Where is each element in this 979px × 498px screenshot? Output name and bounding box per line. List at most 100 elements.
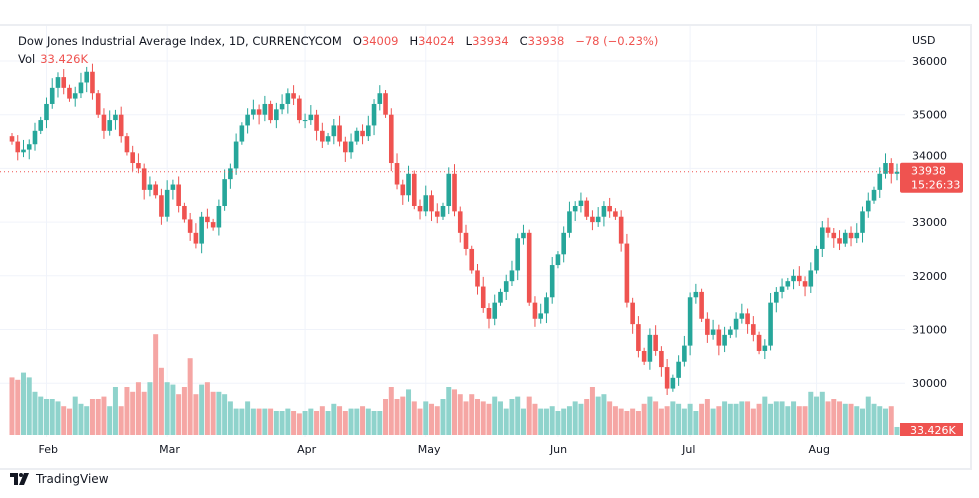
volume-bar bbox=[377, 411, 383, 435]
candle-body bbox=[607, 205, 612, 212]
candle-body bbox=[521, 232, 526, 239]
volume-bar bbox=[635, 411, 641, 435]
time-axis[interactable]: Feb Mar Apr May Jun Jul Aug bbox=[38, 443, 830, 456]
candle-body bbox=[314, 114, 319, 131]
candle-body bbox=[417, 205, 423, 212]
candle-body bbox=[756, 334, 762, 351]
volume-bar bbox=[147, 382, 153, 435]
low-value: 33934 bbox=[472, 34, 509, 48]
volume-bar bbox=[825, 401, 831, 435]
volume-bar bbox=[768, 403, 774, 435]
volume-bar bbox=[314, 411, 320, 435]
candle-body bbox=[15, 141, 21, 153]
candle-body bbox=[693, 291, 699, 298]
candle-body bbox=[636, 324, 641, 351]
candle-body bbox=[95, 93, 101, 115]
volume-bar bbox=[722, 401, 728, 435]
volume-bar bbox=[670, 401, 676, 435]
volume-bar bbox=[256, 408, 262, 435]
low-label: L bbox=[465, 34, 473, 48]
volume-bar bbox=[233, 408, 239, 435]
volume-bar bbox=[440, 399, 446, 435]
chart-frame bbox=[0, 24, 972, 470]
volume-bar bbox=[727, 403, 733, 435]
price-tick-label: 33000 bbox=[912, 216, 947, 229]
volume-bar bbox=[296, 413, 302, 435]
currency-label: USD bbox=[912, 34, 936, 47]
volume-bar bbox=[842, 403, 848, 435]
candle-body bbox=[630, 302, 635, 325]
volume-bar bbox=[773, 401, 779, 435]
volume-bar bbox=[38, 396, 44, 435]
volume-bar bbox=[837, 401, 843, 435]
candle-body bbox=[567, 211, 572, 233]
candle-body bbox=[377, 93, 383, 104]
candle-body bbox=[67, 87, 72, 99]
volume-bar bbox=[457, 394, 463, 435]
candle-body bbox=[274, 109, 279, 121]
volume-bar bbox=[400, 396, 406, 435]
candles bbox=[9, 63, 900, 396]
open-value: 34009 bbox=[361, 34, 399, 48]
volume-bar bbox=[538, 408, 544, 435]
candle-body bbox=[136, 163, 141, 169]
candle-body bbox=[532, 302, 538, 319]
volume-bar bbox=[250, 408, 256, 435]
candle-body bbox=[251, 109, 256, 115]
volume-bar bbox=[762, 396, 768, 435]
volume-bar bbox=[584, 399, 590, 435]
price-axis[interactable]: 36000 35000 34000 33000 32000 31000 30000 bbox=[912, 55, 947, 390]
tradingview-logo[interactable]: TradingView bbox=[10, 472, 109, 486]
candle-body bbox=[26, 144, 32, 150]
candle-body bbox=[751, 324, 756, 335]
candle-body bbox=[32, 130, 38, 145]
candle-body bbox=[871, 189, 877, 201]
candle-body bbox=[486, 308, 492, 319]
candle-body bbox=[411, 173, 417, 206]
grid bbox=[0, 26, 905, 437]
candle-body bbox=[429, 195, 434, 212]
volume-bars bbox=[9, 334, 900, 435]
price-tick-label: 32000 bbox=[912, 270, 947, 283]
volume-bar bbox=[20, 372, 26, 435]
candle-body bbox=[716, 329, 722, 346]
volume-bar bbox=[176, 394, 182, 435]
symbol-title[interactable]: Dow Jones Industrial Average Index, 1D, … bbox=[18, 34, 342, 48]
volume-bar bbox=[268, 408, 274, 435]
candle-body bbox=[572, 205, 578, 212]
open-label: O bbox=[352, 34, 362, 48]
volume-bar bbox=[32, 391, 38, 435]
volume-bar bbox=[526, 396, 532, 435]
volume-bar bbox=[814, 396, 820, 435]
volume-bar bbox=[532, 403, 538, 435]
candle-body bbox=[808, 270, 814, 287]
volume-bar bbox=[187, 358, 193, 435]
candle-body bbox=[475, 270, 480, 287]
volume-bar bbox=[199, 384, 205, 435]
volume-bar bbox=[394, 399, 400, 435]
candle-body bbox=[55, 77, 61, 88]
candle-body bbox=[653, 334, 658, 351]
time-tick-label: Jul bbox=[681, 443, 695, 456]
last-volume-value: 33.426K bbox=[910, 424, 956, 437]
volume-bar bbox=[497, 401, 503, 435]
candle-body bbox=[256, 109, 262, 115]
volume-bar bbox=[572, 401, 578, 435]
candle-body bbox=[147, 184, 153, 190]
volume-bar bbox=[84, 406, 90, 435]
close-value: 33938 bbox=[527, 34, 565, 48]
volume-bar bbox=[745, 401, 751, 435]
candle-body bbox=[285, 93, 291, 104]
candle-body bbox=[469, 248, 475, 271]
candle-body bbox=[601, 205, 607, 217]
volume-bar bbox=[446, 387, 452, 435]
candle-body bbox=[84, 71, 90, 83]
candle-body bbox=[768, 302, 773, 346]
volume-bar bbox=[469, 394, 475, 435]
candle-body bbox=[44, 103, 49, 121]
change-value: −78 (−0.23%) bbox=[575, 34, 659, 48]
candle-body bbox=[659, 350, 664, 368]
volume-bar bbox=[549, 406, 555, 435]
volume-bar bbox=[474, 399, 480, 435]
